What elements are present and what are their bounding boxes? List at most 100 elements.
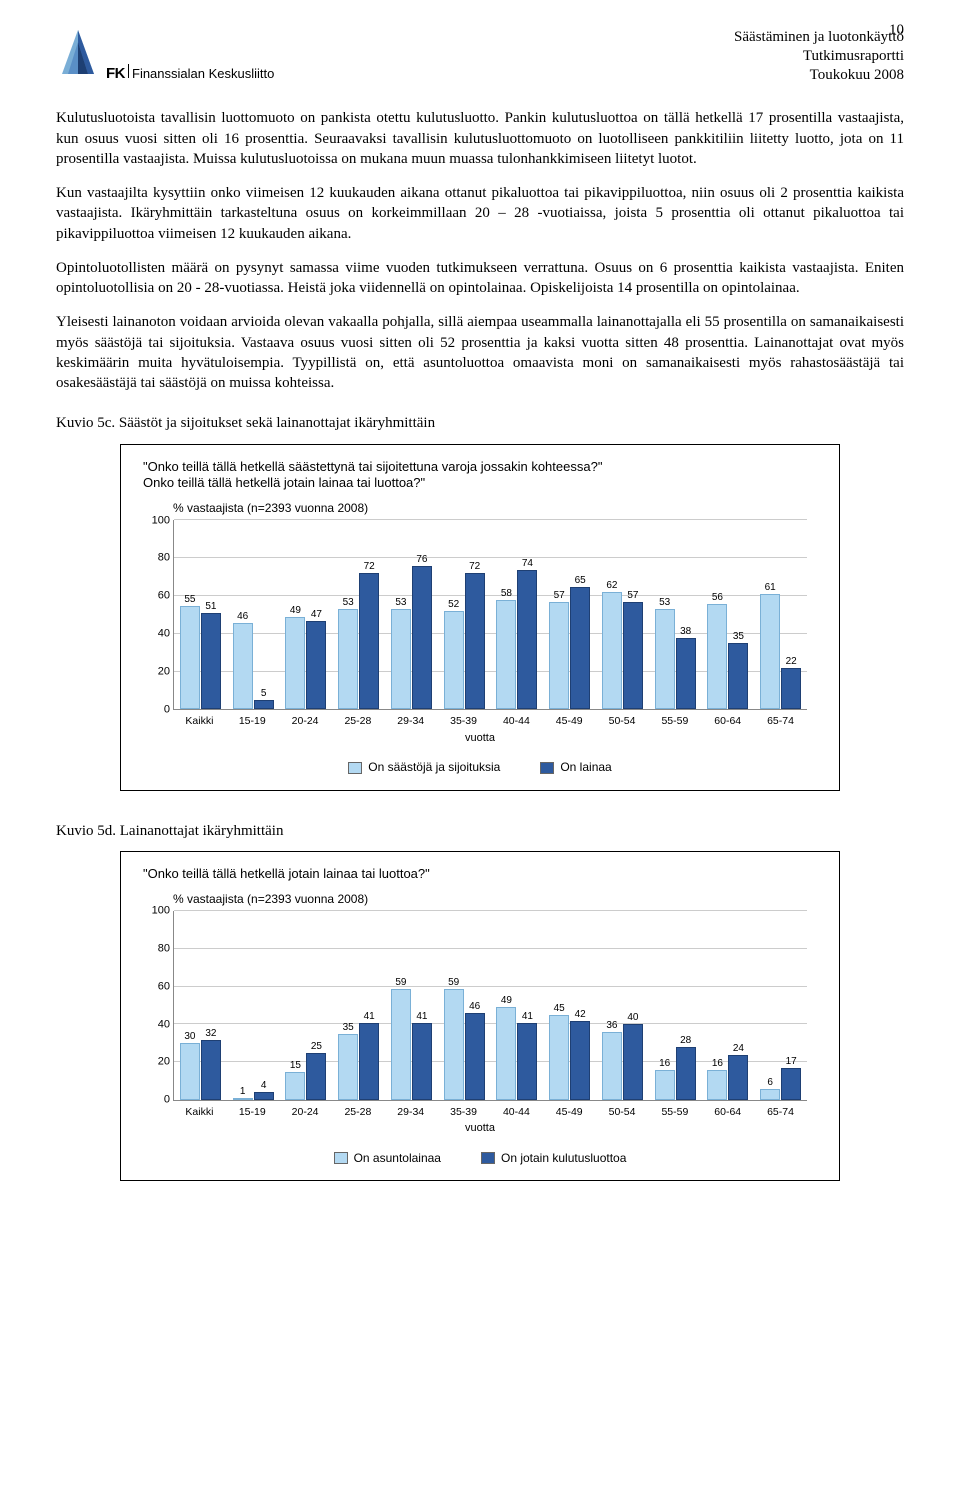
legend-swatch — [540, 762, 554, 774]
x-label: 60-64 — [701, 1101, 754, 1119]
bar-value: 6 — [767, 1076, 773, 1090]
legend-swatch — [348, 762, 362, 774]
bar-value: 76 — [416, 553, 427, 567]
logo-divider — [128, 64, 129, 78]
chart-5c-axis-label: vuotta — [143, 731, 817, 746]
bar: 58 — [496, 600, 516, 710]
x-label: 60-64 — [701, 710, 754, 728]
chart-5d-axis-label: vuotta — [143, 1121, 817, 1136]
bar: 65 — [570, 587, 590, 710]
bar-group: 5874 — [491, 520, 544, 709]
x-label: 29-34 — [384, 710, 437, 728]
bar: 49 — [285, 617, 305, 710]
bar: 16 — [655, 1070, 675, 1100]
x-label: 29-34 — [384, 1101, 437, 1119]
legend-swatch — [334, 1152, 348, 1164]
chart-5d-q1: "Onko teillä tällä hetkellä jotain laina… — [143, 866, 430, 881]
x-label: Kaikki — [173, 710, 226, 728]
x-label: 25-28 — [331, 1101, 384, 1119]
bar: 47 — [306, 621, 326, 710]
bar: 46 — [465, 1013, 485, 1100]
bar-value: 45 — [554, 1002, 565, 1016]
bar-value: 59 — [395, 976, 406, 990]
bar: 72 — [359, 573, 379, 709]
chart-5c-xlabels: Kaikki15-1920-2425-2829-3435-3940-4445-4… — [173, 710, 807, 728]
bar: 30 — [180, 1043, 200, 1100]
x-label: 35-39 — [437, 1101, 490, 1119]
bar-value: 41 — [416, 1010, 427, 1024]
bar: 52 — [444, 611, 464, 709]
bar: 57 — [549, 602, 569, 710]
bar-group: 59 41 — [385, 911, 438, 1100]
chart-5c-legend: On säästöjä ja sijoituksiaOn lainaa — [143, 759, 817, 775]
bar-value: 30 — [184, 1030, 195, 1044]
bar-group: 5272 — [438, 520, 491, 709]
bar-value: 57 — [627, 589, 638, 603]
bar-group: 6257 — [596, 520, 649, 709]
bar-value: 65 — [575, 574, 586, 588]
bar-value: 35 — [733, 630, 744, 644]
bar: 16 — [707, 1070, 727, 1100]
x-label: 35-39 — [437, 710, 490, 728]
x-label: 40-44 — [490, 1101, 543, 1119]
bar: 42 — [570, 1021, 590, 1100]
bars-row: 3032141525354159415946494145423640162816… — [174, 911, 807, 1100]
bar: 35 — [728, 643, 748, 709]
page-number: 10 — [889, 20, 904, 40]
x-label: 20-24 — [279, 710, 332, 728]
bar: 53 — [338, 609, 358, 709]
page-header: FK Finanssialan Keskusliitto Säästäminen… — [56, 28, 904, 84]
bar: 36 — [602, 1032, 622, 1100]
bar: 74 — [517, 570, 537, 710]
chart-5d-xlabels: Kaikki15-1920-2425-2829-3435-3940-4445-4… — [173, 1101, 807, 1119]
bar-group: 5372 — [332, 520, 385, 709]
bar-value: 58 — [501, 587, 512, 601]
bar: 38 — [676, 638, 696, 710]
legend-item: On asuntolainaa — [334, 1150, 441, 1166]
bar-group: 59 46 — [438, 911, 491, 1100]
bar: 35 — [338, 1034, 358, 1100]
bar: 56 — [707, 604, 727, 710]
bar: 49 — [496, 1007, 516, 1100]
bar-value: 61 — [765, 581, 776, 595]
bar-group: 3541 — [332, 911, 385, 1100]
bar: 57 — [623, 602, 643, 710]
legend-item: On säästöjä ja sijoituksia — [348, 759, 500, 775]
paragraph-4: Yleisesti lainanoton voidaan arvioida ol… — [56, 312, 904, 393]
bar-value: 28 — [680, 1034, 691, 1048]
chart-5d: "Onko teillä tällä hetkellä jotain laina… — [120, 851, 840, 1181]
bar-group: 5635 — [702, 520, 755, 709]
bar: 28 — [676, 1047, 696, 1100]
x-label: 55-59 — [648, 1101, 701, 1119]
legend-item: On jotain kulutusluottoa — [481, 1150, 626, 1166]
legend-label: On asuntolainaa — [354, 1150, 441, 1166]
bar-value: 22 — [786, 655, 797, 669]
chart-5d-plot: 0204060801003032141525354159415946494145… — [173, 911, 807, 1101]
bar: 76 — [412, 566, 432, 710]
bar-value: 74 — [522, 557, 533, 571]
header-line3: Toukokuu 2008 — [734, 66, 904, 85]
header-meta: Säästäminen ja luotonkäyttö Tutkimusrapo… — [734, 28, 904, 84]
bar: 24 — [728, 1055, 748, 1100]
bar: 40 — [623, 1024, 643, 1100]
bar: 41 — [412, 1023, 432, 1100]
bar-value: 16 — [712, 1057, 723, 1071]
legend-label: On säästöjä ja sijoituksia — [368, 759, 500, 775]
bar-value: 36 — [606, 1019, 617, 1033]
chart-5c-plot: 0204060801005551465494753725376527258745… — [173, 520, 807, 710]
bar-value: 5 — [261, 687, 267, 701]
bar-group: 61 22 — [754, 520, 807, 709]
bar: 5 — [254, 700, 274, 709]
bar: 45 — [549, 1015, 569, 1100]
bar: 53 — [655, 609, 675, 709]
bar-group: 46 5 — [227, 520, 280, 709]
bar-value: 51 — [205, 600, 216, 614]
bar-value: 59 — [448, 976, 459, 990]
bar: 55 — [180, 606, 200, 710]
bar-group: 4542 — [543, 911, 596, 1100]
bar: 6 — [760, 1089, 780, 1100]
bar: 32 — [201, 1040, 221, 1100]
bar-value: 46 — [237, 610, 248, 624]
logo-subtitle: Finanssialan Keskusliitto — [132, 65, 274, 83]
x-label: 50-54 — [596, 710, 649, 728]
